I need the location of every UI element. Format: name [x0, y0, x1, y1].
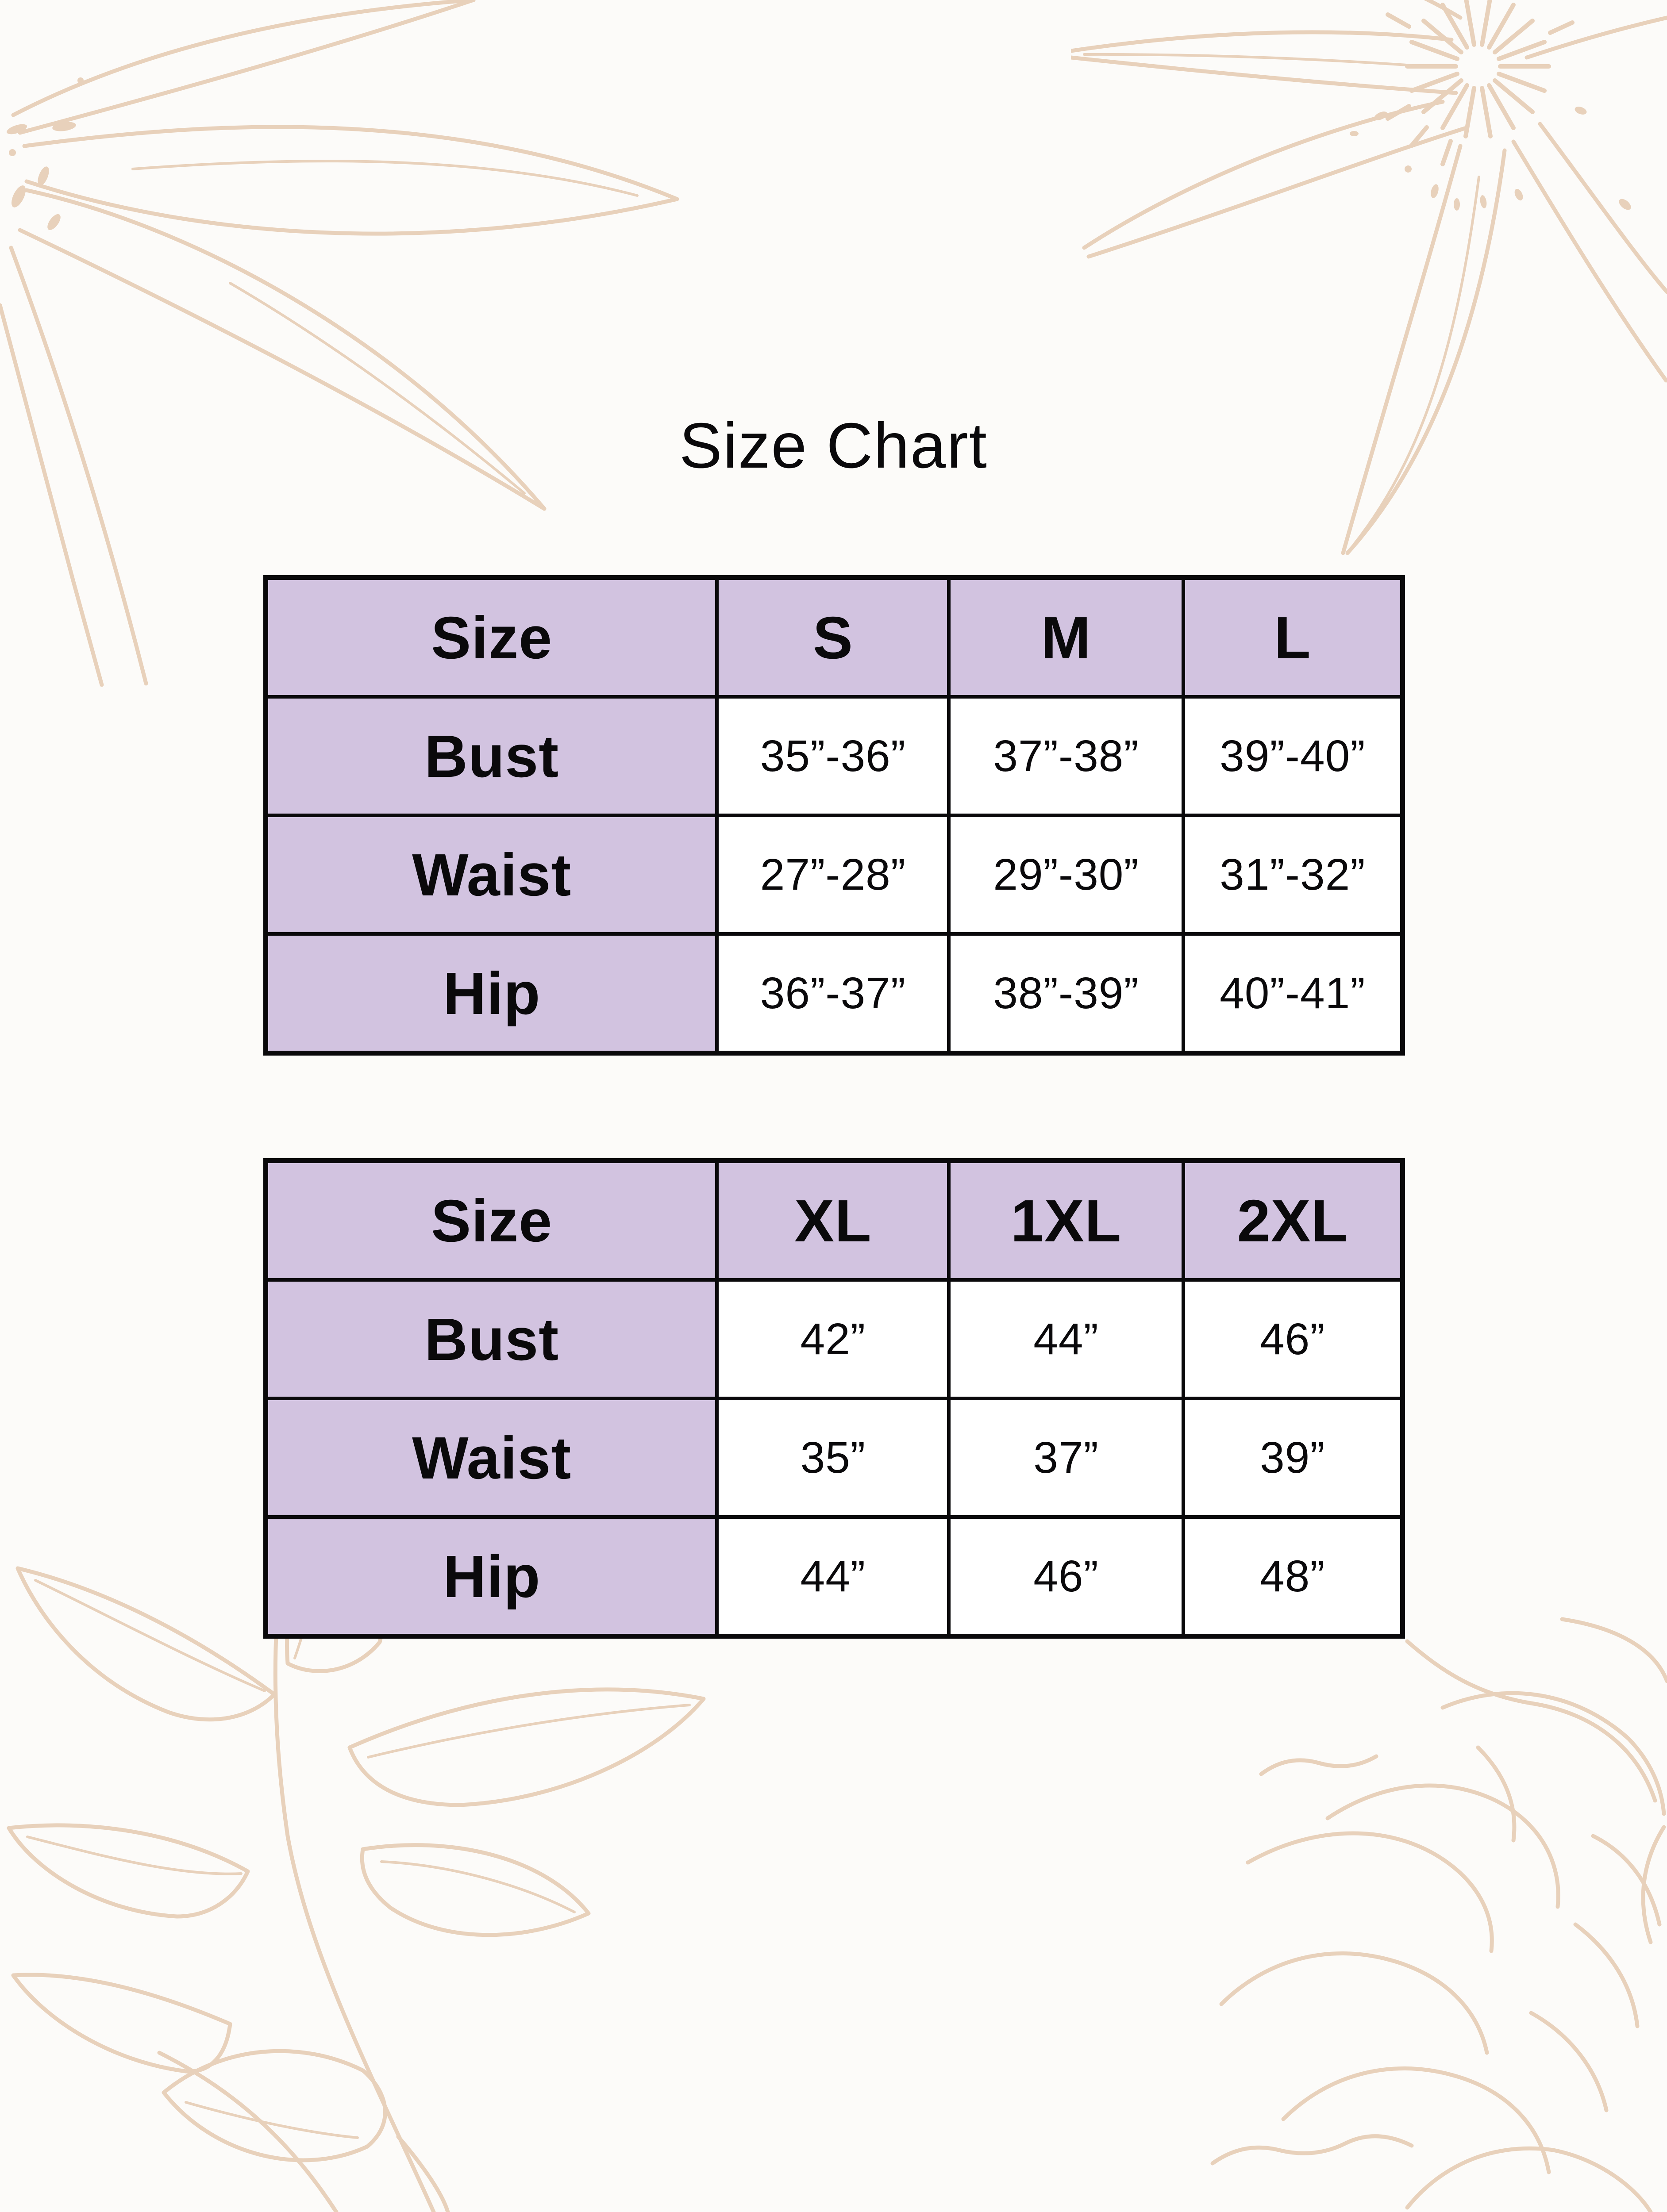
table-row-hip: Hip 44” 46” 48” — [264, 1515, 1405, 1638]
table-row-waist: Waist 27”-28” 29”-30” 31”-32” — [264, 814, 1405, 936]
header-cell-s: S — [715, 576, 951, 699]
cell-hip-1xl: 46” — [947, 1515, 1185, 1638]
cell-waist-1xl: 37” — [947, 1397, 1185, 1519]
cell-hip-2xl: 48” — [1181, 1515, 1405, 1638]
header-cell-1xl: 1XL — [947, 1159, 1185, 1282]
row-label-bust: Bust — [264, 695, 719, 817]
table-row-hip: Hip 36”-37” 38”-39” 40”-41” — [264, 932, 1405, 1055]
cell-bust-1xl: 44” — [947, 1278, 1185, 1400]
table-row-waist: Waist 35” 37” 39” — [264, 1397, 1405, 1519]
cell-waist-2xl: 39” — [1181, 1397, 1405, 1519]
cell-waist-xl: 35” — [715, 1397, 951, 1519]
cell-waist-m: 29”-30” — [947, 814, 1185, 936]
size-table-extended: Size XL 1XL 2XL Bust 42” 44” 46” Waist 3… — [263, 1158, 1405, 1639]
cell-bust-xl: 42” — [715, 1278, 951, 1400]
header-cell-m: M — [947, 576, 1185, 699]
cell-bust-l: 39”-40” — [1181, 695, 1405, 817]
row-label-waist: Waist — [264, 814, 719, 936]
header-cell-size: Size — [264, 1159, 719, 1282]
peony-flower-illustration — [1210, 1617, 1667, 2212]
row-label-hip: Hip — [264, 932, 719, 1055]
cell-bust-2xl: 46” — [1181, 1278, 1405, 1400]
row-label-hip: Hip — [264, 1515, 719, 1638]
header-cell-l: L — [1181, 576, 1405, 699]
row-label-bust: Bust — [264, 1278, 719, 1400]
cell-waist-l: 31”-32” — [1181, 814, 1405, 936]
cell-hip-xl: 44” — [715, 1515, 951, 1638]
header-cell-2xl: 2XL — [1181, 1159, 1405, 1282]
cell-hip-m: 38”-39” — [947, 932, 1185, 1055]
table-header-row: Size S M L — [264, 576, 1405, 699]
header-cell-size: Size — [264, 576, 719, 699]
table-row-bust: Bust 42” 44” 46” — [264, 1278, 1405, 1400]
cell-waist-s: 27”-28” — [715, 814, 951, 936]
table-header-row: Size XL 1XL 2XL — [264, 1159, 1405, 1282]
size-table-regular: Size S M L Bust 35”-36” 37”-38” 39”-40” … — [263, 575, 1405, 1056]
header-cell-xl: XL — [715, 1159, 951, 1282]
cell-hip-l: 40”-41” — [1181, 932, 1405, 1055]
cell-bust-s: 35”-36” — [715, 695, 951, 817]
row-label-waist: Waist — [264, 1397, 719, 1519]
magnolia-flower-illustration — [0, 0, 679, 687]
cell-bust-m: 37”-38” — [947, 695, 1185, 817]
table-row-bust: Bust 35”-36” 37”-38” 39”-40” — [264, 695, 1405, 817]
clematis-flower-illustration — [1071, 0, 1667, 555]
cell-hip-s: 36”-37” — [715, 932, 951, 1055]
page-title: Size Chart — [679, 410, 988, 481]
